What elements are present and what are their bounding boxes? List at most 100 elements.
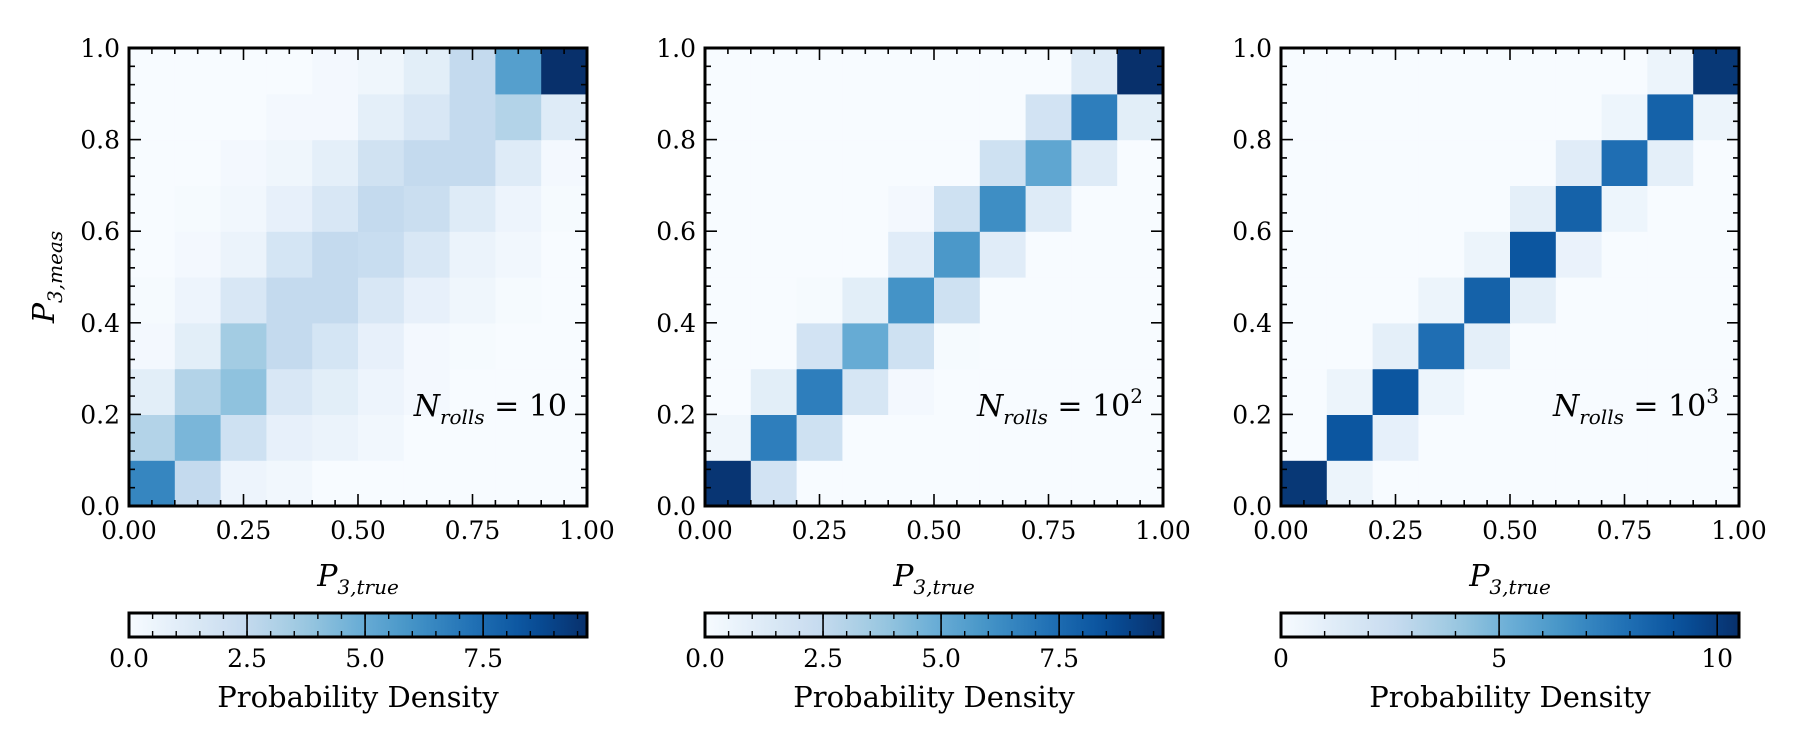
heatmap-cell <box>1117 322 1164 370</box>
heatmap-cell <box>888 231 935 278</box>
heatmap-cell <box>1464 368 1511 415</box>
heatmap-cell <box>358 139 405 186</box>
heatmap-cell <box>495 93 542 141</box>
heatmap-cell <box>174 414 222 461</box>
heatmap-cell <box>1117 277 1164 324</box>
heatmap-cell <box>1464 48 1511 95</box>
heatmap-cell <box>174 368 222 415</box>
heatmap-cell <box>541 48 588 95</box>
heatmap-cell <box>1693 414 1740 461</box>
x-axis-title: P3,true <box>892 559 975 599</box>
heatmap-cell <box>312 414 359 461</box>
heatmap-cell <box>129 48 176 95</box>
heatmap-cell <box>1117 48 1164 95</box>
heatmap-cell <box>1647 414 1694 461</box>
heatmap-cell <box>129 322 176 370</box>
heatmap-cell <box>174 48 222 95</box>
heatmap-cell <box>1510 231 1557 278</box>
heatmap-cell <box>1555 368 1603 415</box>
heatmap-cell <box>1372 414 1419 461</box>
heatmap-cell <box>1647 48 1694 95</box>
heatmap-cell <box>1117 460 1164 507</box>
colorbar-tick-label: 10 <box>1701 644 1733 673</box>
heatmap-cell <box>266 93 313 141</box>
heatmap-cell <box>1693 231 1740 278</box>
heatmap-cell <box>495 460 542 507</box>
colorbar-label: Probability Density <box>1369 680 1651 714</box>
heatmap-cell <box>220 185 267 232</box>
heatmap-cell <box>1464 460 1511 507</box>
heatmap-cell <box>1117 231 1164 278</box>
heatmap-cell <box>129 460 176 507</box>
heatmap-cell <box>796 368 843 415</box>
annotation-label: Nrolls = 10 <box>413 389 567 429</box>
colorbar-gradient <box>1281 613 1739 637</box>
heatmap-cell <box>1025 414 1072 461</box>
heatmap-cell <box>750 414 798 461</box>
heatmap-cell <box>1510 368 1557 415</box>
heatmap-cell <box>1510 277 1557 324</box>
heatmap-cell <box>1555 277 1603 324</box>
heatmap-cell <box>1372 93 1419 141</box>
heatmap-cell <box>705 414 752 461</box>
heatmap-cell <box>312 139 359 186</box>
heatmap-cell <box>979 414 1027 461</box>
heatmap-cell <box>174 139 222 186</box>
heatmap-cell <box>1601 368 1648 415</box>
heatmap-cell <box>129 93 176 141</box>
heatmap-cell <box>449 414 496 461</box>
panel-1: 0.00 0.25 0.50 0.75 1.00 0.0 0.2 0.4 0.6 0.8 1.0 P3… <box>27 34 615 714</box>
heatmap-cell <box>449 368 496 415</box>
colorbar-tick-label: 7.5 <box>1039 644 1079 673</box>
heatmap-cell <box>842 231 889 278</box>
colorbar-label: Probability Density <box>793 680 1075 714</box>
x-tick-label: 0.25 <box>1368 516 1424 545</box>
heatmap-cell <box>888 368 935 415</box>
heatmap-cell <box>750 368 798 415</box>
y-tick-label: 0.4 <box>656 309 696 338</box>
heatmap-cell <box>888 414 935 461</box>
heatmap-cell <box>1326 277 1374 324</box>
heatmap-cell <box>750 93 798 141</box>
heatmap-cell <box>1418 277 1465 324</box>
heatmap-cell <box>1418 460 1465 507</box>
heatmap-cell <box>1281 48 1328 95</box>
heatmap-cell <box>705 368 752 415</box>
y-tick-label: 0.8 <box>656 126 696 155</box>
heatmap-cell <box>979 93 1027 141</box>
heatmap-cell <box>796 277 843 324</box>
heatmap-cell <box>1372 139 1419 186</box>
y-tick-label: 0.2 <box>656 400 696 429</box>
heatmap-cell <box>1071 48 1118 95</box>
colorbar: 0.0 2.5 5.0 7.5 Probability Density <box>685 611 1165 714</box>
heatmap-cell <box>1555 185 1603 232</box>
heatmap-cell <box>979 368 1027 415</box>
heatmap-cell <box>979 231 1027 278</box>
heatmap-cell <box>312 322 359 370</box>
heatmap-cell <box>1647 93 1694 141</box>
heatmap-cell <box>403 277 451 324</box>
heatmap-cell <box>1372 185 1419 232</box>
heatmap-cell <box>842 414 889 461</box>
heatmap-cell <box>979 322 1027 370</box>
heatmap-cell <box>1281 277 1328 324</box>
colorbar: 0 5 10 Probability Density <box>1273 611 1741 714</box>
heatmap-cell <box>495 322 542 370</box>
heatmap-cell <box>705 322 752 370</box>
heatmap-cell <box>220 231 267 278</box>
heatmap-cell <box>1326 322 1374 370</box>
heatmap-cell <box>796 322 843 370</box>
heatmap-cell <box>403 185 451 232</box>
x-tick-label: 0.00 <box>1253 516 1309 545</box>
heatmap-cell <box>1025 368 1072 415</box>
y-tick-label: 0.6 <box>80 217 120 246</box>
x-tick-label: 0.00 <box>677 516 733 545</box>
heatmap-cell <box>1647 185 1694 232</box>
heatmap-cell <box>1372 368 1419 415</box>
heatmap-cell <box>1281 322 1328 370</box>
heatmap-cell <box>1025 277 1072 324</box>
heatmap-cell <box>750 139 798 186</box>
heatmap-cell <box>1281 368 1328 415</box>
